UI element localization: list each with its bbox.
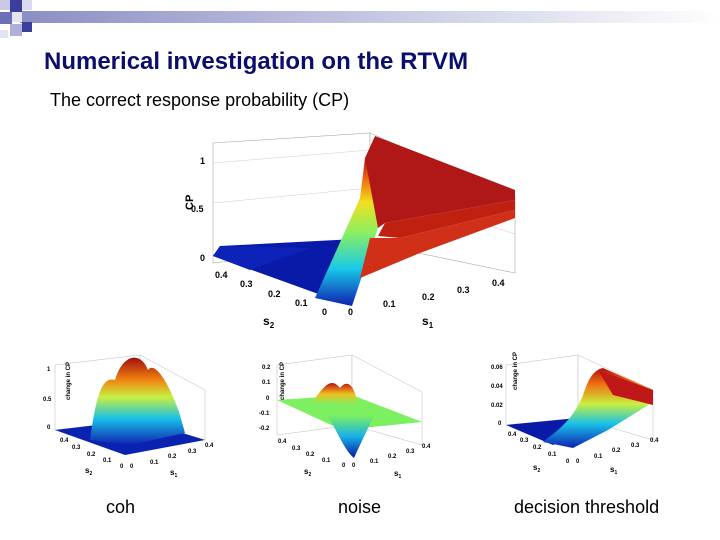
cp-surface-plot: 1 0.5 0 CP 0.4 0.3 0.2 0.1 0 0 0.1 0.2 0… xyxy=(160,128,530,338)
noise-s1-tick: 0.4 xyxy=(422,444,431,450)
coh-zlabel: change in CP xyxy=(66,362,72,400)
cp-s2-tick: 0.2 xyxy=(268,289,281,299)
thr-ztick: 0.02 xyxy=(491,403,503,409)
cp-ztick: 0 xyxy=(200,253,205,263)
cp-s1-tick: 0.4 xyxy=(492,278,505,288)
noise-s2-tick: 0.1 xyxy=(322,458,331,464)
coh-surface-plot: 1 0.5 0 change in CP 0.4 0.3 0.2 0.1 0 0… xyxy=(30,345,230,480)
cp-s2-label: s2 xyxy=(263,314,275,330)
noise-s2-tick: 0 xyxy=(342,463,346,469)
coh-s1-tick: 0.3 xyxy=(188,449,197,455)
noise-ztick: 0.2 xyxy=(262,365,271,371)
coh-ztick: 0.5 xyxy=(43,397,52,403)
noise-zlabel: change in CP xyxy=(280,362,286,400)
noise-s2-tick: 0.3 xyxy=(292,446,301,452)
noise-s1-tick: 0.3 xyxy=(406,449,415,455)
coh-s2-tick: 0.1 xyxy=(103,458,112,464)
cp-s1-tick: 0 xyxy=(348,307,353,317)
thr-s2-label: s2 xyxy=(533,463,540,474)
threshold-surface-plot: 0.06 0.04 0.02 0 change in CP 0.4 0.3 0.… xyxy=(478,350,678,480)
coh-s2-label: s2 xyxy=(85,466,92,477)
coh-s1-tick: 0 xyxy=(130,464,134,470)
noise-ztick: 0.1 xyxy=(262,380,271,386)
noise-s1-label: s1 xyxy=(394,469,401,480)
cp-s2-tick: 0.3 xyxy=(240,279,253,289)
cp-s1-tick: 0.2 xyxy=(422,292,435,302)
coh-s2-tick: 0.2 xyxy=(87,452,96,458)
cp-ztick: 1 xyxy=(200,156,205,166)
noise-s2-tick: 0.2 xyxy=(306,452,315,458)
thr-s1-tick: 0.3 xyxy=(631,443,640,449)
thr-s2-tick: 0.3 xyxy=(520,438,529,444)
thr-ztick: 0 xyxy=(498,421,502,427)
cp-s2-tick: 0 xyxy=(322,307,327,317)
thr-ztick: 0.04 xyxy=(491,384,503,390)
noise-s1-tick: 0 xyxy=(352,463,356,469)
caption-noise: noise xyxy=(338,497,382,517)
thr-s1-tick: 0.1 xyxy=(594,454,603,460)
corner-decoration xyxy=(0,0,720,38)
coh-s2-tick: 0 xyxy=(120,464,124,470)
thr-s2-tick: 0.4 xyxy=(508,432,517,438)
noise-ztick: -0.2 xyxy=(259,426,270,432)
thr-zlabel: change in CP xyxy=(513,352,519,390)
noise-surface-plot: 0.2 0.1 0 -0.1 -0.2 change in CP 0.4 0.3… xyxy=(242,350,442,480)
thr-s1-tick: 0 xyxy=(576,459,580,465)
cp-s2-tick: 0.4 xyxy=(215,270,228,280)
slide-subtitle: The correct response probability (CP) xyxy=(50,90,350,110)
coh-s1-label: s1 xyxy=(170,468,177,479)
coh-s1-tick: 0.2 xyxy=(168,454,177,460)
caption-coh: coh xyxy=(106,497,136,517)
coh-s1-tick: 0.1 xyxy=(150,460,159,466)
thr-s2-tick: 0 xyxy=(566,459,570,465)
coh-ztick: 1 xyxy=(47,367,51,373)
noise-s1-tick: 0.2 xyxy=(388,454,397,460)
thr-s1-tick: 0.2 xyxy=(612,448,621,454)
thr-s1-tick: 0.4 xyxy=(650,438,659,444)
noise-s2-tick: 0.4 xyxy=(278,439,287,445)
thr-s2-tick: 0.2 xyxy=(533,445,542,451)
coh-s2-tick: 0.3 xyxy=(72,445,81,451)
slide-title: Numerical investigation on the RTVM xyxy=(44,48,469,75)
cp-s1-tick: 0.3 xyxy=(457,285,470,295)
thr-s1-label: s1 xyxy=(610,465,617,476)
cp-zlabel: CP xyxy=(184,195,196,210)
noise-s2-label: s2 xyxy=(304,467,311,478)
thr-s2-tick: 0.1 xyxy=(548,452,557,458)
noise-s1-tick: 0.1 xyxy=(370,459,379,465)
coh-s1-tick: 0.4 xyxy=(205,443,214,449)
cp-s2-tick: 0.1 xyxy=(295,298,308,308)
caption-decision-threshold: decision threshold xyxy=(514,497,660,517)
coh-ztick: 0 xyxy=(47,425,51,431)
cp-ztick: 0.5 xyxy=(191,204,204,214)
coh-s2-tick: 0.4 xyxy=(60,438,69,444)
noise-ztick: -0.1 xyxy=(259,411,270,417)
cp-s1-tick: 0.1 xyxy=(383,299,396,309)
cp-s1-label: s1 xyxy=(422,314,434,330)
thr-ztick: 0.06 xyxy=(491,365,503,371)
noise-ztick: 0 xyxy=(266,396,270,402)
